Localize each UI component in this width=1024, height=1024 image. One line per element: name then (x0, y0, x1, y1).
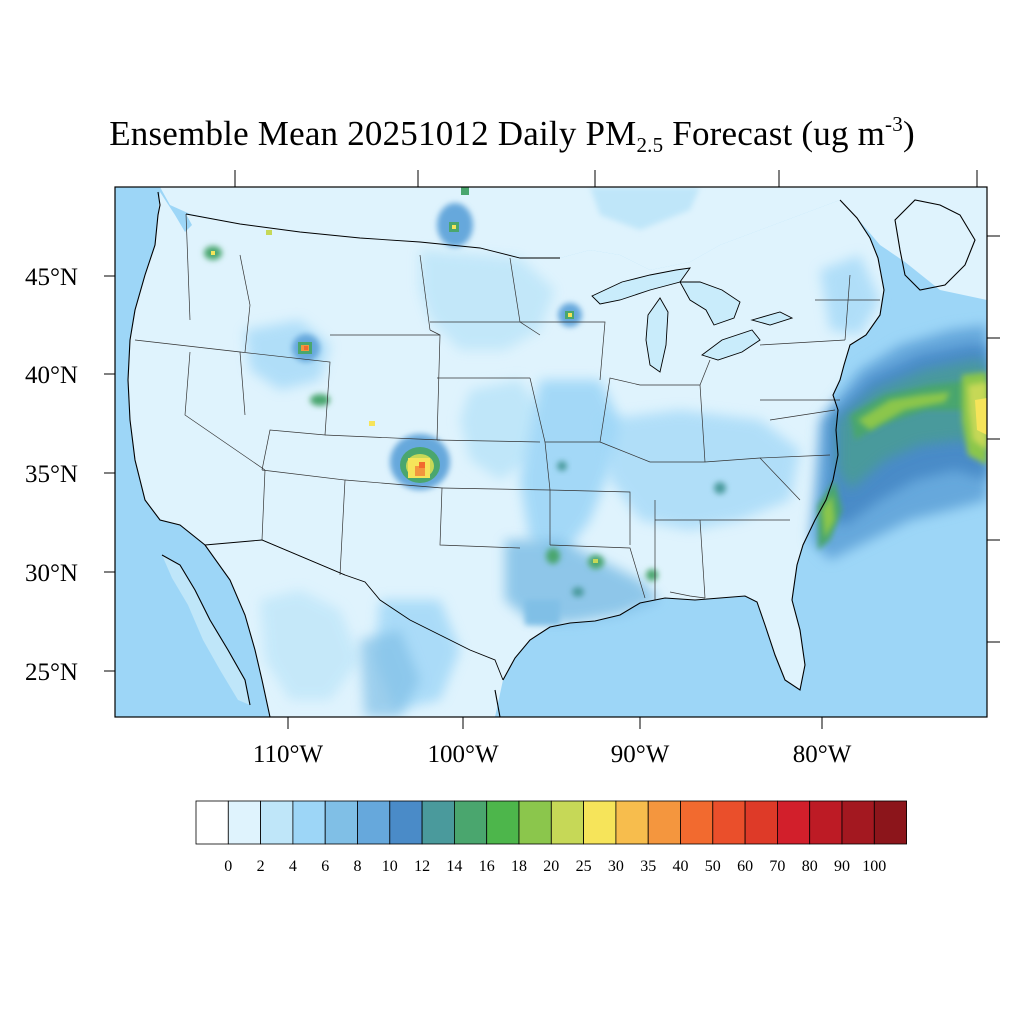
map-title: Ensemble Mean 20251012 Daily PM2.5 Forec… (0, 112, 1024, 158)
colorbar-label: 20 (543, 858, 559, 875)
colorbar-label: 70 (769, 858, 785, 875)
latitude-label: 40°N (25, 362, 78, 389)
colorbar-swatch (680, 800, 714, 845)
map-ticks (104, 170, 1000, 729)
title-suffix: ) (902, 114, 915, 153)
colorbar-label: 35 (640, 858, 656, 875)
title-middle: Forecast (ug m (663, 114, 886, 153)
colorbar-swatch (292, 800, 326, 845)
map-panel (115, 187, 987, 717)
colorbar-swatch (647, 800, 681, 845)
latitude-labels: 45°N 40°N 35°N 30°N 25°N (25, 264, 78, 686)
longitude-label: 80°W (793, 741, 852, 768)
colorbar-label: 2 (257, 858, 265, 875)
colorbar-swatch (550, 800, 584, 845)
colorbar-label: 60 (737, 858, 753, 875)
colorbar-swatch (453, 800, 488, 845)
colorbar-swatch (389, 800, 423, 845)
colorbar-label: 30 (608, 858, 624, 875)
colorbar-swatch (583, 800, 617, 845)
colorbar-label: 0 (224, 858, 232, 875)
latitude-label: 45°N (25, 264, 78, 291)
canada-shade (590, 187, 700, 230)
latitude-label: 25°N (25, 659, 78, 686)
map-frame (114, 186, 988, 718)
colorbar-swatch (873, 800, 907, 845)
colorbar-swatch (486, 800, 520, 845)
colorbar-swatch (260, 800, 294, 845)
colorbar-swatch (195, 800, 229, 845)
colorbar-swatch (518, 800, 552, 845)
colorbar-label: 18 (511, 858, 527, 875)
colorbar-label: 25 (576, 858, 592, 875)
longitude-labels: 110°W 100°W 90°W 80°W (253, 741, 852, 768)
baja-california (162, 555, 250, 705)
colorbar-label: 50 (705, 858, 721, 875)
fire-hotspots (204, 187, 726, 597)
colorbar-label: 10 (382, 858, 398, 875)
country-borders (185, 213, 560, 681)
colorbar-swatch (777, 800, 811, 845)
colorbar-label: 4 (289, 858, 297, 875)
title-subscript: 2.5 (636, 133, 664, 157)
colorbar-swatch (421, 800, 455, 845)
longitude-label: 90°W (611, 741, 670, 768)
colorbar-swatch (744, 800, 778, 845)
title-prefix: Ensemble Mean 20251012 Daily PM (109, 114, 637, 153)
colorbar-swatch (841, 800, 875, 845)
colorbar-label: 16 (479, 858, 495, 875)
colorbar-swatch (615, 800, 649, 845)
colorbar-swatch (227, 800, 262, 845)
colorbar-label: 100 (862, 858, 886, 875)
colorbar-label: 6 (321, 858, 329, 875)
colorbar-label: 80 (802, 858, 818, 875)
colorbar-label: 8 (354, 858, 362, 875)
atlantic-smoke-plume (810, 325, 987, 560)
coastlines (127, 191, 976, 717)
longitude-label: 110°W (253, 741, 324, 768)
latitude-label: 35°N (25, 461, 78, 488)
colorbar-swatch (712, 800, 746, 845)
colorbar-label: 90 (834, 858, 850, 875)
colorbar-label: 14 (446, 858, 462, 875)
colorbar-label: 12 (414, 858, 430, 875)
colorbar-label: 40 (673, 858, 689, 875)
pm25-colorbar (195, 800, 907, 845)
canada-land (160, 187, 987, 300)
pm-shading (245, 250, 880, 717)
colorbar-labels: 0 2 4 6 8 10 12 14 16 18 20 25 30 35 40 50 60 70 80 90 100 (224, 858, 886, 875)
longitude-label: 100°W (427, 741, 498, 768)
title-superscript: -3 (885, 112, 903, 136)
colorbar-swatch (324, 800, 358, 845)
great-lakes (591, 267, 794, 373)
state-borders (134, 213, 880, 600)
colorbar-swatch (809, 800, 843, 845)
latitude-label: 30°N (25, 560, 78, 587)
colorbar-swatch (357, 800, 391, 845)
